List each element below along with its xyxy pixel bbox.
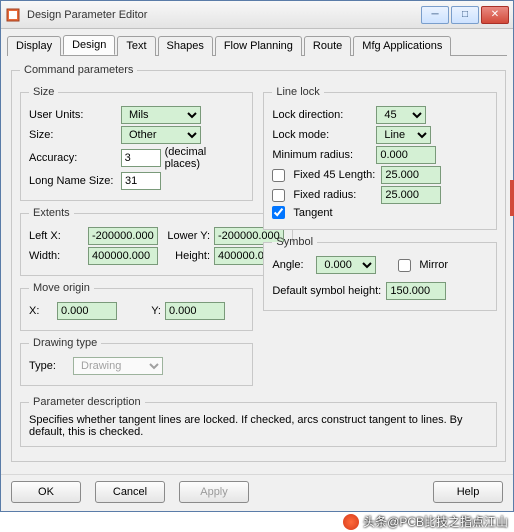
input-width[interactable] (88, 247, 158, 265)
input-fixed-45[interactable] (381, 166, 441, 184)
label-width: Width: (29, 250, 84, 262)
label-user-units: User Units: (29, 109, 117, 121)
label-fixed-45: Fixed 45 Length: (293, 169, 377, 181)
input-move-y[interactable] (165, 302, 225, 320)
legend-size: Size (29, 86, 58, 98)
legend-drawing-type: Drawing type (29, 337, 101, 349)
tab-design[interactable]: Design (63, 35, 115, 55)
legend-command-parameters: Command parameters (20, 64, 137, 76)
label-left-x: Left X: (29, 230, 84, 242)
checkbox-mirror[interactable] (398, 259, 411, 272)
watermark-icon (343, 514, 359, 530)
tab-route[interactable]: Route (304, 36, 351, 56)
cancel-button[interactable]: Cancel (95, 481, 165, 503)
group-drawing-type: Drawing type Type: Drawing (20, 337, 253, 386)
group-extents: Extents Left X: Lower Y: Width: Height: (20, 207, 293, 276)
tab-text[interactable]: Text (117, 36, 155, 56)
select-drawing-type: Drawing (73, 357, 163, 375)
label-long-name-size: Long Name Size: (29, 175, 117, 187)
watermark: 头条@PCB比技之指点江山 (343, 513, 508, 530)
scroll-indicator (510, 180, 514, 216)
app-icon (5, 7, 21, 23)
label-accuracy: Accuracy: (29, 152, 117, 164)
legend-extents: Extents (29, 207, 74, 219)
button-bar: OK Cancel Apply Help (1, 474, 513, 511)
apply-button[interactable]: Apply (179, 481, 249, 503)
label-lower-y: Lower Y: (162, 230, 210, 242)
checkbox-fixed-45[interactable] (272, 169, 285, 182)
label-angle: Angle: (272, 259, 312, 271)
ok-button[interactable]: OK (11, 481, 81, 503)
input-left-x[interactable] (88, 227, 158, 245)
tab-display[interactable]: Display (7, 36, 61, 56)
label-lock-mode: Lock mode: (272, 129, 372, 141)
label-lock-direction: Lock direction: (272, 109, 372, 121)
dialog-window: Design Parameter Editor ─ □ ✕ Display De… (0, 0, 514, 512)
group-parameter-description: Parameter description Specifies whether … (20, 396, 497, 447)
label-drawing-type: Type: (29, 360, 69, 372)
input-accuracy[interactable] (121, 149, 161, 167)
tab-mfg-applications[interactable]: Mfg Applications (353, 36, 451, 56)
input-min-radius[interactable] (376, 146, 436, 164)
group-size: Size User Units: Mils Size: Other Accura… (20, 86, 253, 201)
label-move-y: Y: (121, 305, 161, 317)
select-lock-direction[interactable]: 45 (376, 106, 426, 124)
legend-move-origin: Move origin (29, 282, 94, 294)
label-tangent: Tangent (293, 207, 332, 219)
input-long-name-size[interactable] (121, 172, 161, 190)
legend-parameter-description: Parameter description (29, 396, 145, 408)
label-min-radius: Minimum radius: (272, 149, 372, 161)
input-fixed-radius[interactable] (381, 186, 441, 204)
select-angle[interactable]: 0.000 (316, 256, 376, 274)
label-size: Size: (29, 129, 117, 141)
label-fixed-radius: Fixed radius: (293, 189, 377, 201)
label-move-x: X: (29, 305, 53, 317)
select-lock-mode[interactable]: Line (376, 126, 431, 144)
text-parameter-description: Specifies whether tangent lines are lock… (29, 414, 488, 438)
group-line-lock: Line lock Lock direction: 45 Lock mode: … (263, 86, 496, 230)
select-user-units[interactable]: Mils (121, 106, 201, 124)
help-button[interactable]: Help (433, 481, 503, 503)
select-size[interactable]: Other (121, 126, 201, 144)
group-command-parameters: Command parameters Size User Units: Mils… (11, 64, 506, 462)
window-title: Design Parameter Editor (27, 9, 421, 21)
checkbox-fixed-radius[interactable] (272, 189, 285, 202)
label-default-symbol-height: Default symbol height: (272, 285, 382, 297)
tab-shapes[interactable]: Shapes (158, 36, 213, 56)
input-default-symbol-height[interactable] (386, 282, 446, 300)
maximize-button[interactable]: □ (451, 6, 479, 24)
label-accuracy-suffix: (decimal places) (165, 146, 245, 170)
legend-symbol: Symbol (272, 236, 317, 248)
minimize-button[interactable]: ─ (421, 6, 449, 24)
close-button[interactable]: ✕ (481, 6, 509, 24)
tab-strip: Display Design Text Shapes Flow Planning… (1, 29, 513, 55)
checkbox-tangent[interactable] (272, 206, 285, 219)
tab-panel: Command parameters Size User Units: Mils… (1, 56, 513, 474)
titlebar: Design Parameter Editor ─ □ ✕ (1, 1, 513, 29)
input-move-x[interactable] (57, 302, 117, 320)
group-symbol: Symbol Angle: 0.000 Mirror Default symbo… (263, 236, 496, 311)
legend-line-lock: Line lock (272, 86, 323, 98)
label-mirror: Mirror (419, 259, 448, 271)
tab-flow-planning[interactable]: Flow Planning (215, 36, 302, 56)
label-height: Height: (162, 250, 210, 262)
watermark-text: 头条@PCB比技之指点江山 (363, 513, 508, 530)
group-move-origin: Move origin X: Y: (20, 282, 253, 331)
